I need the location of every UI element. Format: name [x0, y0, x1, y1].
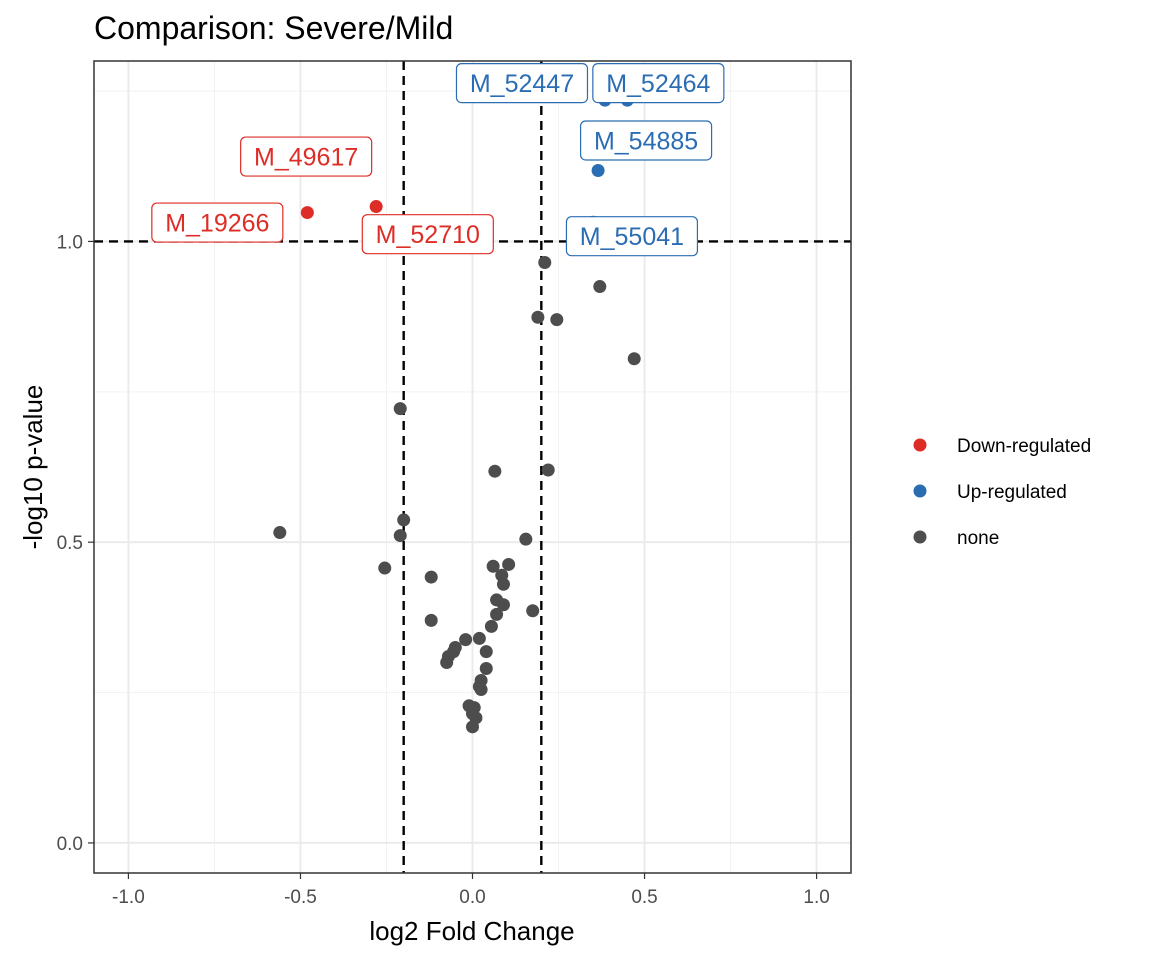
data-point	[479, 645, 493, 659]
point-label: M_55041	[580, 223, 684, 251]
legend-key	[913, 530, 927, 544]
legend-key	[913, 484, 927, 498]
y-axis: 0.0 0.5 1.0	[57, 232, 94, 855]
legend: Down-regulated Up-regulated none	[913, 436, 1091, 549]
point-label-box	[151, 202, 284, 243]
data-point	[490, 607, 504, 621]
data-point	[496, 598, 510, 612]
data-point	[488, 464, 502, 478]
legend-label: Up-regulated	[957, 482, 1067, 503]
x-axis-title: log2 Fold Change	[369, 916, 574, 946]
data-point	[474, 683, 488, 697]
point-label: M_49617	[254, 144, 358, 172]
data-point	[627, 352, 641, 366]
y-tick-label: 0.5	[57, 533, 83, 554]
data-point	[502, 557, 516, 571]
legend-label: Down-regulated	[957, 436, 1091, 457]
x-tick-label: 0.0	[459, 887, 485, 908]
point-label-box	[579, 120, 713, 161]
data-point	[519, 532, 533, 546]
y-axis-title: -log10 p-value	[18, 385, 48, 550]
x-tick-label: -0.5	[284, 887, 317, 908]
data-point	[369, 200, 383, 214]
data-point	[538, 255, 552, 269]
point-label: M_19266	[165, 210, 269, 238]
data-point	[550, 313, 564, 327]
data-point	[466, 720, 479, 734]
point-label-box	[455, 62, 589, 104]
legend-label: none	[957, 528, 999, 549]
y-tick-label: 1.0	[57, 232, 83, 253]
x-tick-label: 0.5	[631, 887, 657, 908]
plot-area: M_19266 M_49617 M_52710 M_52447 M_52464 M_548…	[93, 60, 852, 874]
point-label: M_52464	[606, 70, 710, 98]
point-label-box	[361, 214, 494, 255]
data-point	[496, 577, 510, 591]
data-point	[593, 280, 607, 294]
data-point	[531, 310, 545, 324]
data-point	[479, 661, 493, 675]
point-label: M_52447	[470, 70, 574, 98]
point-label: M_52710	[376, 221, 480, 249]
data-point	[378, 561, 392, 575]
data-point	[424, 613, 438, 627]
data-point	[393, 529, 407, 543]
y-tick-label: 0.0	[57, 834, 83, 855]
x-tick-label: 1.0	[803, 887, 829, 908]
x-axis: -1.0 -0.5 0.0 0.5 1.0	[112, 873, 830, 908]
chart-title: Comparison: Severe/Mild	[94, 10, 453, 46]
data-point	[484, 619, 498, 633]
data-point	[397, 513, 411, 527]
data-point	[273, 526, 287, 540]
data-point	[440, 655, 454, 669]
point-label-box	[240, 136, 373, 177]
data-point	[526, 604, 540, 618]
point-label: M_54885	[594, 127, 698, 155]
point-labels: M_19266 M_49617 M_52710 M_52447 M_52464 M_548…	[151, 62, 725, 257]
point-label-box	[565, 216, 699, 257]
data-point	[472, 631, 486, 645]
data-point	[486, 559, 500, 573]
data-point	[591, 163, 605, 177]
point-label-box	[592, 62, 725, 104]
data-point	[300, 206, 314, 220]
data-point	[393, 402, 407, 416]
x-tick-label: -1.0	[112, 887, 145, 908]
legend-key	[913, 438, 927, 452]
data-point	[424, 570, 438, 584]
data-point	[459, 633, 473, 647]
data-point	[541, 463, 555, 477]
